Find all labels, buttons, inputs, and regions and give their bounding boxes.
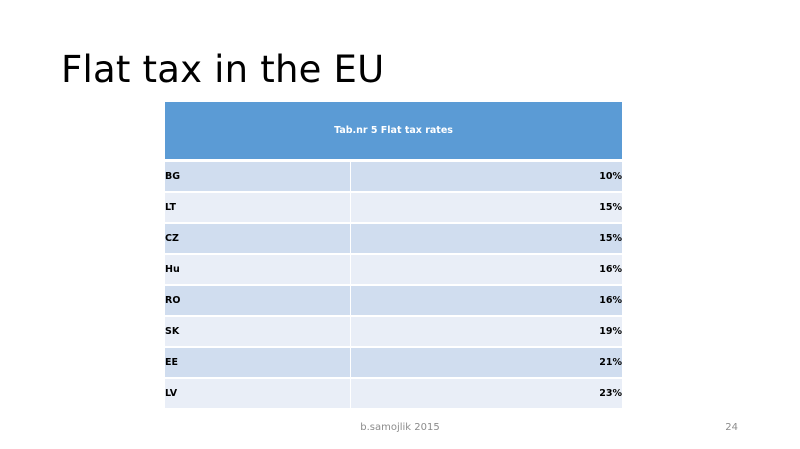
rate-cell: 21% (350, 347, 623, 379)
page-number: 24 (725, 422, 738, 433)
rate-cell: 16% (350, 254, 623, 286)
flat-tax-table: Tab.nr 5 Flat tax rates BG 10% LT 15% CZ… (165, 102, 623, 408)
rates-table: Tab.nr 5 Flat tax rates BG 10% LT 15% CZ… (165, 102, 623, 408)
rate-cell: 19% (350, 316, 623, 348)
table-row: LT 15% (165, 192, 623, 224)
country-cell: LT (165, 192, 351, 224)
country-cell: BG (165, 160, 351, 193)
country-cell: LV (165, 378, 351, 408)
table-caption: Tab.nr 5 Flat tax rates (165, 102, 623, 162)
rate-cell: 15% (350, 223, 623, 255)
country-cell: SK (165, 316, 351, 348)
rate-cell: 10% (350, 160, 623, 193)
rate-cell: 16% (350, 285, 623, 317)
table-row: Hu 16% (165, 254, 623, 286)
table-row: RO 16% (165, 285, 623, 317)
footer-author: b.samojlik 2015 (360, 422, 440, 433)
country-cell: Hu (165, 254, 351, 286)
table-row: SK 19% (165, 316, 623, 348)
table-caption-row: Tab.nr 5 Flat tax rates (165, 102, 623, 162)
rate-cell: 15% (350, 192, 623, 224)
country-cell: RO (165, 285, 351, 317)
table-row: CZ 15% (165, 223, 623, 255)
table-row: LV 23% (165, 378, 623, 408)
country-cell: CZ (165, 223, 351, 255)
rate-cell: 23% (350, 378, 623, 408)
table-row: BG 10% (165, 160, 623, 193)
table-row: EE 21% (165, 347, 623, 379)
slide-title: Flat tax in the EU (61, 48, 385, 91)
country-cell: EE (165, 347, 351, 379)
